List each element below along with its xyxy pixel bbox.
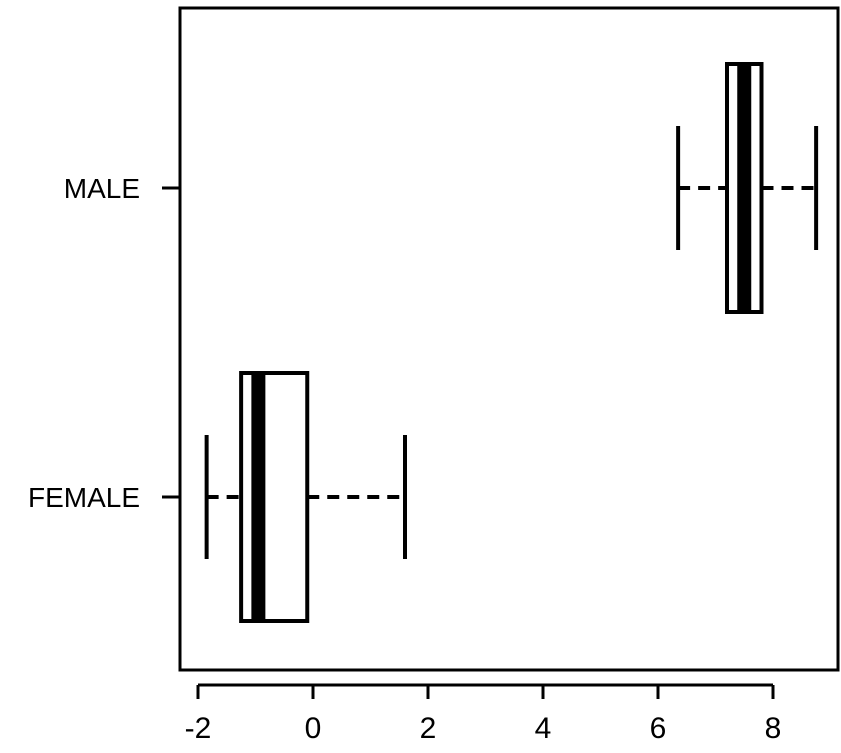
x-tick-label-5: 8 bbox=[765, 712, 782, 745]
chart-marks: -2 0 2 4 6 8 FEMALE MALE bbox=[28, 62, 819, 745]
y-category-label-female: FEMALE bbox=[28, 482, 140, 513]
x-tick-label-3: 4 bbox=[535, 712, 552, 745]
plot-frame bbox=[178, 6, 840, 672]
x-tick-label-2: 2 bbox=[420, 712, 437, 745]
x-tick-label-0: -2 bbox=[185, 712, 212, 745]
x-tick-label-1: 0 bbox=[305, 712, 322, 745]
box-female bbox=[239, 371, 310, 623]
y-category-label-male: MALE bbox=[64, 173, 140, 204]
x-tick-label-4: 6 bbox=[650, 712, 667, 745]
